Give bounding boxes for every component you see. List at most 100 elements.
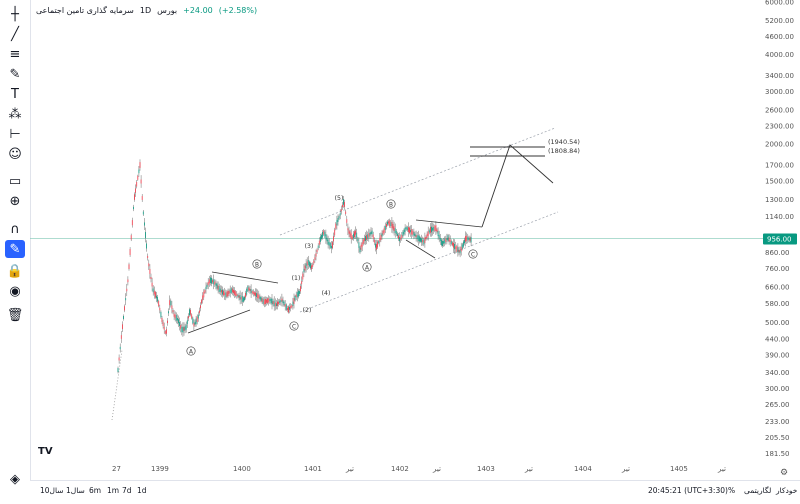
candle-body — [117, 368, 119, 372]
candle-body — [335, 223, 337, 229]
candle-body — [345, 211, 347, 214]
candle-body — [237, 294, 239, 297]
lock-icon[interactable]: 🔒 — [6, 263, 24, 279]
measure-icon[interactable]: ⊢ — [9, 126, 21, 142]
layers-icon[interactable]: ◈ — [10, 471, 20, 487]
candle-body — [394, 228, 396, 233]
candle-body — [310, 263, 311, 269]
pattern-icon[interactable]: ⁂ — [8, 106, 22, 122]
trash-icon[interactable]: 🗑 — [6, 307, 24, 323]
candle-body — [215, 283, 217, 286]
range-1d[interactable]: 1d — [137, 486, 147, 495]
candle-body — [460, 246, 462, 252]
ruler-icon[interactable]: ▭ — [8, 173, 22, 189]
candle-body — [327, 239, 329, 245]
wave-label: A — [365, 265, 369, 271]
candle-body — [301, 281, 303, 285]
candle-body — [410, 229, 411, 233]
candle-body — [336, 220, 338, 226]
candle-body — [417, 235, 419, 242]
text-icon[interactable]: T — [11, 86, 19, 102]
range-6m[interactable]: 6m — [89, 486, 102, 495]
candle-body — [360, 244, 362, 250]
price-tick-label: 233.00 — [765, 418, 790, 426]
candle-body — [141, 196, 143, 200]
candle-body — [149, 268, 151, 274]
brush-icon[interactable]: ✎ — [9, 66, 21, 82]
candle-body — [389, 220, 391, 227]
crosshair-icon[interactable]: ┼ — [11, 6, 19, 22]
fib-icon[interactable]: ≡ — [9, 46, 21, 62]
zoom-in-icon[interactable]: ⊕ — [9, 193, 21, 209]
log-scale-toggle[interactable]: لگاریتمی — [744, 486, 772, 495]
symbol-interval[interactable]: 1D — [139, 5, 152, 15]
candle-body — [125, 298, 127, 301]
range-10y[interactable]: 10سال — [40, 486, 64, 495]
candle-body — [194, 321, 196, 325]
time-tick-label: تیر — [621, 465, 630, 473]
range-1m[interactable]: 1m — [107, 486, 120, 495]
wave-label: B — [255, 262, 259, 268]
candle-body — [256, 293, 257, 297]
eye-icon[interactable]: ◉ — [9, 283, 21, 299]
candle-body — [145, 232, 146, 238]
candle-body — [405, 227, 407, 230]
candle-body — [211, 277, 212, 284]
candle-body — [129, 249, 131, 255]
candle-body — [146, 243, 147, 249]
candle-body — [180, 324, 182, 329]
candle-body — [232, 288, 233, 293]
candle-body — [365, 236, 366, 241]
candle-body — [233, 289, 234, 294]
candle-body — [212, 280, 213, 283]
candle-body — [430, 226, 431, 233]
candle-body — [381, 233, 383, 237]
candle-body — [343, 199, 344, 205]
candle-body — [449, 239, 451, 243]
candle-body — [342, 204, 343, 208]
settings-gear-icon[interactable]: ⚙ — [780, 468, 788, 478]
lock-drawing-icon[interactable]: ✎ — [5, 240, 25, 258]
chart-area[interactable]: 6000.00 5200.00 4600.00 4000.00 3400.00 3000.… — [30, 0, 800, 500]
candle-body — [136, 181, 138, 187]
emoji-icon[interactable]: ☺ — [8, 146, 22, 162]
price-tick-label: 390.00 — [765, 351, 790, 359]
range-7d[interactable]: 7d — [122, 486, 132, 495]
candle-body — [221, 289, 222, 293]
trend-line-icon[interactable]: ╱ — [11, 26, 19, 42]
candle-body — [334, 229, 336, 236]
candle-body — [166, 329, 167, 334]
candle-body — [447, 235, 449, 241]
channel-upper — [279, 127, 556, 236]
percent-toggle[interactable]: % — [728, 486, 736, 495]
price-tick-label: 760.00 — [765, 265, 790, 273]
range-1y[interactable]: 1سال — [66, 486, 85, 495]
candle-body — [218, 286, 220, 292]
candle-body — [350, 233, 352, 240]
candle-body — [134, 194, 135, 200]
candle-body — [353, 233, 354, 239]
channel-lower — [299, 211, 559, 313]
candle-body — [268, 298, 270, 303]
wave-label-circle — [386, 199, 396, 209]
candle-body — [450, 240, 452, 244]
candle-body — [203, 291, 205, 298]
price-change-pct: (+2.58%) — [218, 5, 258, 15]
time-tick-label: 1401 — [304, 465, 322, 473]
wave-label: (5) — [335, 195, 344, 202]
candle-body — [442, 241, 443, 246]
price-chart[interactable]: 6000.00 5200.00 4600.00 4000.00 3400.00 3000.… — [30, 0, 800, 500]
candle-body — [170, 300, 172, 306]
price-tick-label: 1140.00 — [765, 213, 794, 221]
candle-body — [294, 295, 296, 301]
bottom-bar: 10سال 1سال 6m 1m 7d 1d 20:45:21 (UTC+3:3… — [30, 480, 800, 501]
wave-label: A — [189, 349, 193, 355]
price-tick-label: 3000.00 — [765, 88, 794, 96]
candle-body — [439, 237, 441, 241]
auto-scale-toggle[interactable]: خودکار — [776, 486, 798, 495]
candle-body — [383, 227, 385, 233]
symbol-name[interactable]: سرمایه گذاری تامین اجتماعی — [36, 5, 134, 15]
magnet-icon[interactable]: ∩ — [10, 221, 20, 237]
candle-body — [230, 288, 232, 293]
candle-body — [118, 357, 120, 361]
